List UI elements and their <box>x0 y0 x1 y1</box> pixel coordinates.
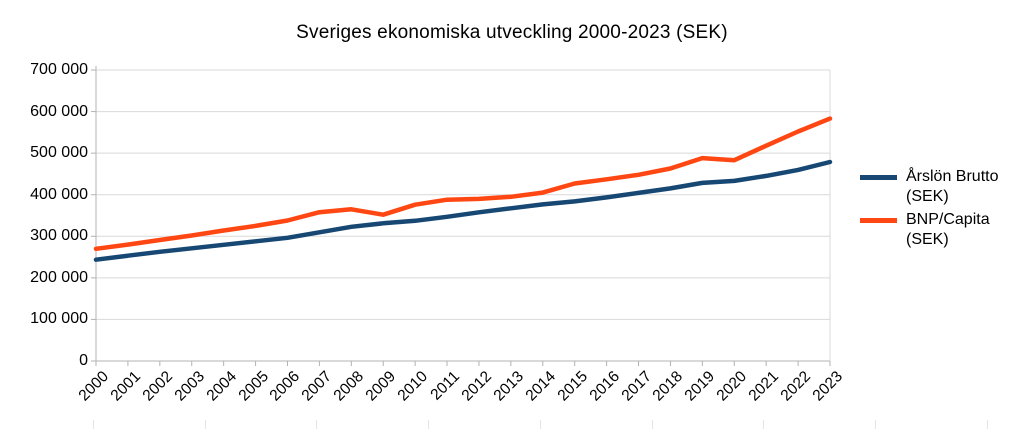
legend-item-arslon-brutto: Årslön Brutto (SEK) <box>860 167 1024 207</box>
spreadsheet-gridline <box>763 420 765 429</box>
legend-label-line: Årslön Brutto <box>906 168 999 185</box>
y-tick-label: 700 000 <box>30 61 88 78</box>
y-tick-label: 500 000 <box>30 144 88 162</box>
legend-swatch-arslon-brutto <box>860 175 897 180</box>
series-line-0 <box>93 159 833 262</box>
spreadsheet-gridline <box>316 420 318 429</box>
chart-title: Sveriges ekonomiska utveckling 2000-2023… <box>296 22 728 43</box>
legend-label-arslon-brutto: Årslön Brutto (SEK) <box>906 167 998 207</box>
y-tick-label: 200 000 <box>30 268 88 286</box>
legend: Årslön Brutto (SEK) BNP/Capita (SEK) <box>860 167 1024 253</box>
spreadsheet-gridline <box>428 420 430 429</box>
spreadsheet-gridline <box>651 420 653 429</box>
y-tick-label: 400 000 <box>30 185 88 203</box>
y-tick-label: 300 000 <box>30 227 88 245</box>
spreadsheet-gridline <box>986 420 988 429</box>
spreadsheet-gridline <box>93 420 94 429</box>
spreadsheet-gridline <box>539 420 541 429</box>
legend-swatch-bnp-capita <box>860 218 897 223</box>
series-line-1 <box>93 116 833 252</box>
y-tick-label: 0 <box>79 352 88 369</box>
legend-item-bnp-capita: BNP/Capita (SEK) <box>860 210 1024 250</box>
legend-label-line: BNP/Capita <box>906 211 990 228</box>
legend-label-line: (SEK) <box>906 188 949 205</box>
legend-label-bnp-capita: BNP/Capita (SEK) <box>906 210 990 250</box>
y-tick-label: 600 000 <box>30 102 88 120</box>
spreadsheet-gridline <box>204 420 206 429</box>
spreadsheet-gridline <box>874 420 876 429</box>
y-tick-label: 100 000 <box>30 310 88 328</box>
legend-label-line: (SEK) <box>906 231 949 248</box>
